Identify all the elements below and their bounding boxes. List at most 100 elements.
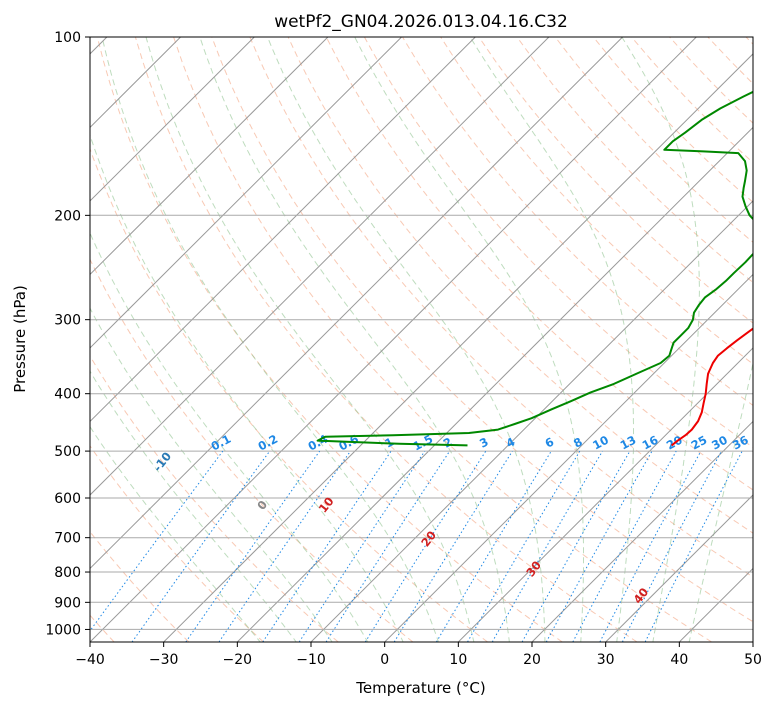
mixing-ratio-label: 6 bbox=[543, 435, 557, 451]
mixing-ratio-line bbox=[572, 450, 677, 642]
moist-adiabat bbox=[267, 37, 546, 642]
mixing-ratio-line bbox=[435, 450, 552, 642]
moist-adiabat bbox=[90, 133, 404, 642]
mixing-ratio-label: 25 bbox=[689, 433, 710, 453]
dry-adiabat bbox=[707, 37, 753, 85]
mixing-ratio-label: 8 bbox=[571, 435, 585, 451]
dry-adiabat-label: 30 bbox=[523, 558, 544, 579]
dry-adiabat-label: 0 bbox=[254, 498, 270, 513]
mixing-ratio-line bbox=[298, 450, 426, 642]
mixing-ratio-line bbox=[599, 450, 702, 642]
chart-title: wetPf2_GN04.2026.013.04.16.C32 bbox=[274, 12, 568, 32]
dry-adiabat bbox=[90, 355, 339, 642]
dry-adiabat-label: -10 bbox=[150, 449, 174, 474]
y-tick-label: 300 bbox=[54, 313, 81, 329]
dry-adiabat-label: -20 bbox=[60, 406, 84, 431]
moist-adiabat bbox=[90, 231, 369, 642]
axes-frame bbox=[89, 36, 754, 643]
y-tick-label: 200 bbox=[54, 208, 81, 224]
mixing-ratio-line bbox=[521, 450, 631, 642]
y-axis-label: Pressure (hPa) bbox=[11, 285, 29, 393]
x-tick-label: −40 bbox=[75, 652, 105, 668]
dewpoint-profile bbox=[316, 90, 753, 447]
dry-adiabat bbox=[90, 147, 488, 642]
moist-adiabat bbox=[354, 37, 584, 642]
moist-adiabat bbox=[199, 37, 510, 642]
isotherm bbox=[163, 53, 753, 642]
isotherm bbox=[90, 37, 329, 276]
isotherm bbox=[678, 567, 753, 642]
x-tick-label: 10 bbox=[449, 652, 467, 668]
dry-adiabat bbox=[287, 37, 753, 534]
mixing-ratio-line bbox=[393, 450, 513, 642]
mixing-ratio-line bbox=[644, 450, 743, 642]
mixing-ratio-line bbox=[545, 450, 653, 642]
dry-adiabat-label: -30 bbox=[0, 363, 2, 388]
x-tick-label: 50 bbox=[744, 652, 762, 668]
isotherm bbox=[457, 347, 753, 642]
mixing-ratio-line bbox=[185, 450, 321, 642]
x-axis-label: Temperature (°C) bbox=[355, 679, 485, 697]
y-tick-label: 1000 bbox=[45, 622, 81, 638]
axes: −40 −30 −20 −10 0 10 20 30 40 5010020030040050060… bbox=[45, 30, 762, 668]
x-tick-label: 0 bbox=[380, 652, 389, 668]
isotherm bbox=[605, 494, 753, 642]
moist-adiabat bbox=[101, 37, 440, 642]
dry-adiabat bbox=[516, 37, 753, 284]
dry-adiabat bbox=[669, 37, 753, 124]
dry-adiabat bbox=[90, 258, 414, 642]
dry-adiabat bbox=[249, 37, 753, 578]
isotherm bbox=[90, 37, 697, 642]
dry-adiabat bbox=[90, 445, 264, 642]
temperature-profile bbox=[670, 327, 753, 447]
y-tick-label: 700 bbox=[54, 531, 81, 547]
x-tick-label: 20 bbox=[523, 652, 541, 668]
mixing-ratio-label: 16 bbox=[640, 433, 661, 453]
isotherm bbox=[310, 200, 753, 642]
moist-adiabat bbox=[90, 370, 297, 642]
y-tick-label: 900 bbox=[54, 595, 81, 611]
isotherm bbox=[90, 37, 623, 570]
x-tick-label: −30 bbox=[149, 652, 179, 668]
dry-adiabat bbox=[745, 37, 753, 45]
x-tick-label: 40 bbox=[670, 652, 688, 668]
moist-adiabat bbox=[90, 307, 333, 642]
y-tick-label: 400 bbox=[54, 387, 81, 403]
moist-adiabat bbox=[90, 425, 261, 642]
y-tick-label: 500 bbox=[54, 444, 81, 460]
dry-adiabat bbox=[96, 37, 563, 642]
x-tick-label: −10 bbox=[296, 652, 326, 668]
moist-adiabat bbox=[145, 37, 475, 642]
dry-adiabat bbox=[554, 37, 753, 243]
mixing-ratio-line bbox=[131, 450, 271, 642]
moist-adiabat bbox=[469, 37, 634, 642]
isotherm bbox=[90, 37, 255, 202]
y-tick-label: 800 bbox=[54, 565, 81, 581]
isotherm bbox=[90, 37, 476, 423]
y-tick-label: 600 bbox=[54, 491, 81, 507]
moist-adiabat bbox=[621, 37, 700, 642]
dry-adiabat bbox=[325, 37, 753, 491]
mixing-ratio-label: 3 bbox=[477, 435, 491, 451]
mixing-ratio-label: 13 bbox=[618, 433, 639, 453]
mixing-ratio-line bbox=[218, 450, 351, 642]
y-tick-label: 100 bbox=[54, 30, 81, 46]
isotherm bbox=[384, 273, 753, 642]
mixing-ratio-label: 0.2 bbox=[256, 432, 281, 454]
mixing-ratio-line bbox=[262, 450, 392, 642]
dry-adiabat bbox=[592, 37, 753, 203]
isotherm bbox=[236, 126, 753, 642]
dry-adiabat bbox=[134, 37, 638, 642]
x-tick-label: −20 bbox=[223, 652, 253, 668]
dry-adiabat bbox=[440, 37, 753, 365]
isotherm bbox=[90, 37, 550, 496]
mixing-ratio-line bbox=[325, 450, 451, 642]
dry-adiabat bbox=[173, 37, 712, 642]
x-tick-label: 30 bbox=[597, 652, 615, 668]
mixing-ratio-label: 30 bbox=[709, 433, 730, 453]
isotherm bbox=[90, 37, 402, 349]
mixing-ratio-line bbox=[364, 450, 487, 642]
dry-adiabat-label: 40 bbox=[630, 585, 651, 606]
